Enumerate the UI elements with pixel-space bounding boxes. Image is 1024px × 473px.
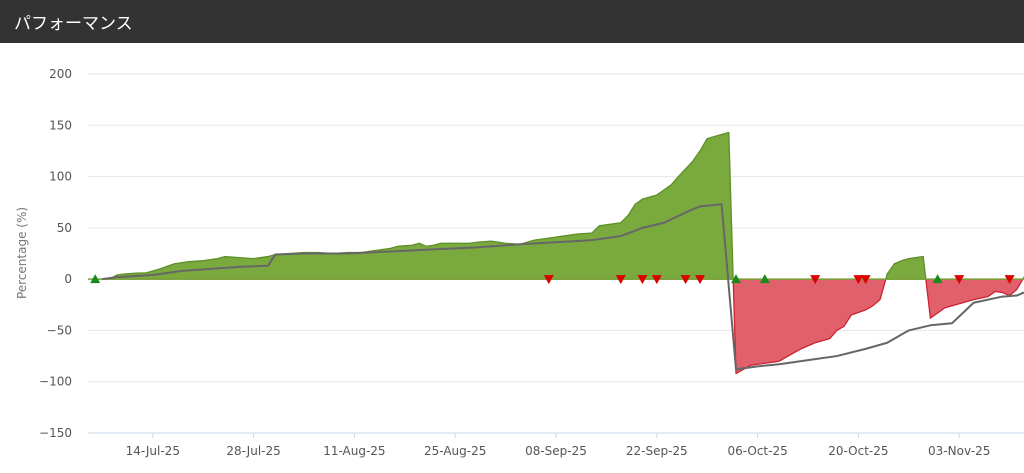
x-tick-label: 11-Aug-25 [323,444,385,458]
x-tick-label: 28-Jul-25 [226,444,280,458]
x-tick-label: 14-Jul-25 [126,444,180,458]
buy-marker [731,274,741,284]
buy-marker [90,274,101,284]
y-tick-label: −50 [47,323,72,337]
sell-marker [810,275,821,285]
trade-markers [90,274,1015,285]
benchmark-line [102,203,1024,371]
sell-marker [954,275,965,285]
y-tick-label: 100 [49,170,72,184]
x-tick-label: 25-Aug-25 [424,444,486,458]
y-tick-label: −150 [39,426,72,440]
sell-marker [651,275,662,285]
sell-marker [853,275,864,285]
x-tick-label: 20-Oct-25 [828,444,888,458]
sell-marker [543,275,554,285]
y-tick-label: 200 [49,67,72,81]
negative-area [732,278,887,375]
x-axis-ticks: 14-Jul-25 28-Jul-25 11-Aug-25 25-Aug-25 08-S… [126,433,990,458]
sell-marker [615,275,626,285]
performance-area [88,131,1024,375]
negative-area [925,278,1024,319]
sell-marker [680,275,691,285]
panel-title: パフォーマンス [14,14,133,34]
sell-marker [695,275,705,285]
x-tick-label: 06-Oct-25 [727,444,787,458]
y-axis-ticks: −150 −100 −50 0 50 100 150 200 [39,67,72,440]
y-axis-title: Percentage (%) [15,207,29,299]
y-tick-label: 50 [57,221,72,235]
x-tick-label: 22-Sep-25 [626,444,688,458]
performance-chart: −150 −100 −50 0 50 100 150 200 14-Jul-25 28-Jul-… [15,67,1024,458]
buy-marker [759,274,770,284]
sell-marker [637,275,648,285]
panel-header: パフォーマンス [0,0,1024,43]
x-tick-label: 08-Sep-25 [525,444,587,458]
y-tick-label: 150 [49,118,72,132]
benchmark-line-group [102,203,1024,371]
y-tick-label: −100 [39,375,72,389]
positive-area [94,131,734,280]
buy-marker [932,274,943,284]
positive-area [885,255,927,280]
sell-marker [1004,275,1015,285]
sell-marker [860,275,871,285]
y-tick-label: 0 [64,272,72,286]
x-tick-label: 03-Nov-25 [928,444,990,458]
